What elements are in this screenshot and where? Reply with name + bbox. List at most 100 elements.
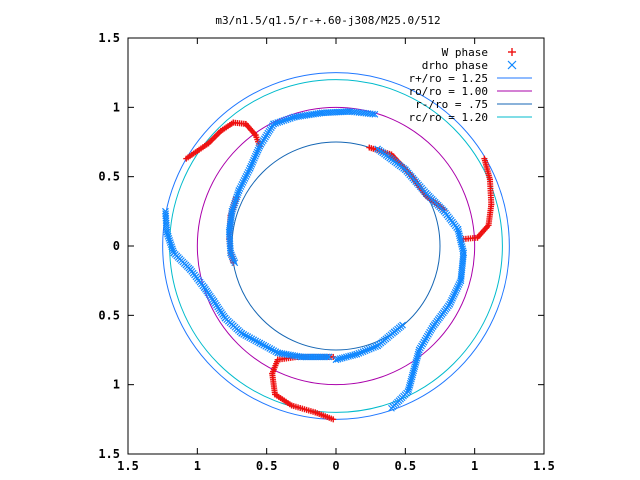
circle-1 (196, 106, 476, 386)
drho-phase-d2 (411, 361, 419, 368)
chart-title: m3/n1.5/q1.5/r-+.60-j308/M25.0/512 (215, 14, 440, 27)
drho-phase-point (254, 338, 262, 346)
drho-phase-point (240, 331, 248, 338)
drho-phase-d2 (249, 158, 257, 166)
drho-phase-d2 (371, 110, 379, 118)
drho-phase-point (274, 119, 282, 127)
drho-phase-d2 (372, 343, 379, 351)
w-phase-point (330, 416, 337, 423)
drho-phase-point (244, 333, 252, 341)
drho-phase-d2 (240, 177, 248, 184)
drho-phase-point (353, 350, 361, 358)
drho-phase-d2 (408, 373, 416, 381)
drho-phase-point (246, 334, 254, 342)
drho-phase-point (365, 345, 373, 353)
drho-phase-d2 (165, 234, 173, 242)
drho-phase-d2 (293, 113, 300, 121)
drho-phase-point (243, 170, 251, 178)
drho-phase-point (457, 277, 465, 285)
drho-phase-point (232, 195, 240, 203)
drho-phase-d2 (245, 166, 253, 174)
drho-phase-d2 (449, 294, 456, 302)
drho-phase-d2 (252, 150, 260, 158)
drho-phase-point (228, 251, 235, 259)
drho-phase-point (347, 352, 354, 360)
drho-phase-d2 (235, 187, 243, 194)
drho-phase-d2 (370, 344, 377, 351)
drho-phase-point (256, 339, 264, 347)
drho-phase-d2 (252, 337, 260, 345)
drho-phase-d2 (251, 154, 258, 162)
drho-phase-d2 (336, 355, 344, 363)
drho-phase-d2 (284, 115, 292, 123)
drho-phase-d2 (228, 251, 235, 259)
drho-phase-d2 (251, 152, 259, 160)
drho-phase-d2 (332, 356, 340, 364)
drho-phase-d2 (268, 346, 276, 353)
drho-phase-point (169, 247, 177, 255)
drho-phase-point (229, 203, 237, 211)
drho-phase-point (357, 349, 365, 356)
drho-phase-point (414, 352, 421, 360)
drho-phase-d2 (229, 255, 237, 263)
drho-phase-d2 (310, 110, 318, 118)
drho-phase-point (280, 117, 288, 124)
drho-phase-point (405, 386, 413, 393)
drho-phase-d2 (342, 353, 350, 361)
drho-phase-d2 (168, 243, 176, 251)
drho-phase-d2 (369, 110, 376, 118)
drho-phase-d2 (254, 146, 262, 154)
drho-phase-point (166, 239, 174, 246)
drho-phase-point (234, 191, 241, 199)
drho-phase-point (272, 119, 280, 127)
drho-phase-d2 (290, 113, 298, 121)
drho-phase-point (336, 355, 344, 363)
drho-phase-point (455, 281, 463, 289)
drho-phase-point (230, 257, 238, 265)
drho-phase-point (449, 294, 456, 302)
drho-phase-d2 (413, 354, 421, 362)
drho-phase-d2 (246, 334, 254, 342)
drho-phase-d2 (237, 183, 245, 190)
drho-phase-d2 (449, 292, 457, 300)
drho-phase-point (410, 367, 418, 375)
drho-phase-d2 (244, 168, 252, 176)
drho-phase-point (456, 279, 464, 287)
drho-phase-d2 (234, 191, 241, 199)
drho-phase-d2 (450, 290, 458, 298)
drho-phase-point (447, 298, 455, 306)
drho-phase-d2 (169, 247, 177, 255)
drho-phase-point (370, 344, 377, 351)
drho-phase-d2 (230, 201, 238, 209)
drho-phase-point (254, 146, 262, 154)
drho-phase-d2 (256, 142, 264, 150)
drho-phase-point (229, 255, 237, 263)
drho-phase-d2 (163, 228, 171, 236)
drho-phase-point (457, 275, 465, 282)
drho-phase-point (266, 345, 274, 352)
drho-phase-point (246, 164, 254, 172)
drho-phase-point (284, 115, 292, 123)
drho-phase-d2 (361, 347, 369, 355)
drho-phase-point (409, 369, 417, 377)
drho-phase-point (323, 353, 331, 361)
drho-phase-point (242, 332, 250, 339)
drho-phase-point (342, 353, 350, 361)
drho-phase-d2 (253, 148, 261, 156)
drho-phase-d2 (258, 340, 266, 348)
drho-phase-d2 (238, 329, 246, 337)
drho-phase-d2 (312, 110, 320, 118)
drho-phase-d2 (410, 365, 418, 373)
x-tick-label: 1 (471, 459, 478, 473)
drho-phase-d2 (242, 172, 250, 180)
drho-phase-d2 (406, 379, 414, 387)
drho-phase-point (355, 349, 363, 357)
drho-phase-d2 (255, 144, 263, 152)
drho-phase-point (412, 359, 420, 366)
drho-phase-point (251, 152, 259, 160)
drho-phase-point (244, 168, 252, 176)
drho-phase-point (252, 337, 260, 345)
drho-phase-d2 (451, 289, 459, 296)
drho-phase-d2 (266, 345, 274, 352)
